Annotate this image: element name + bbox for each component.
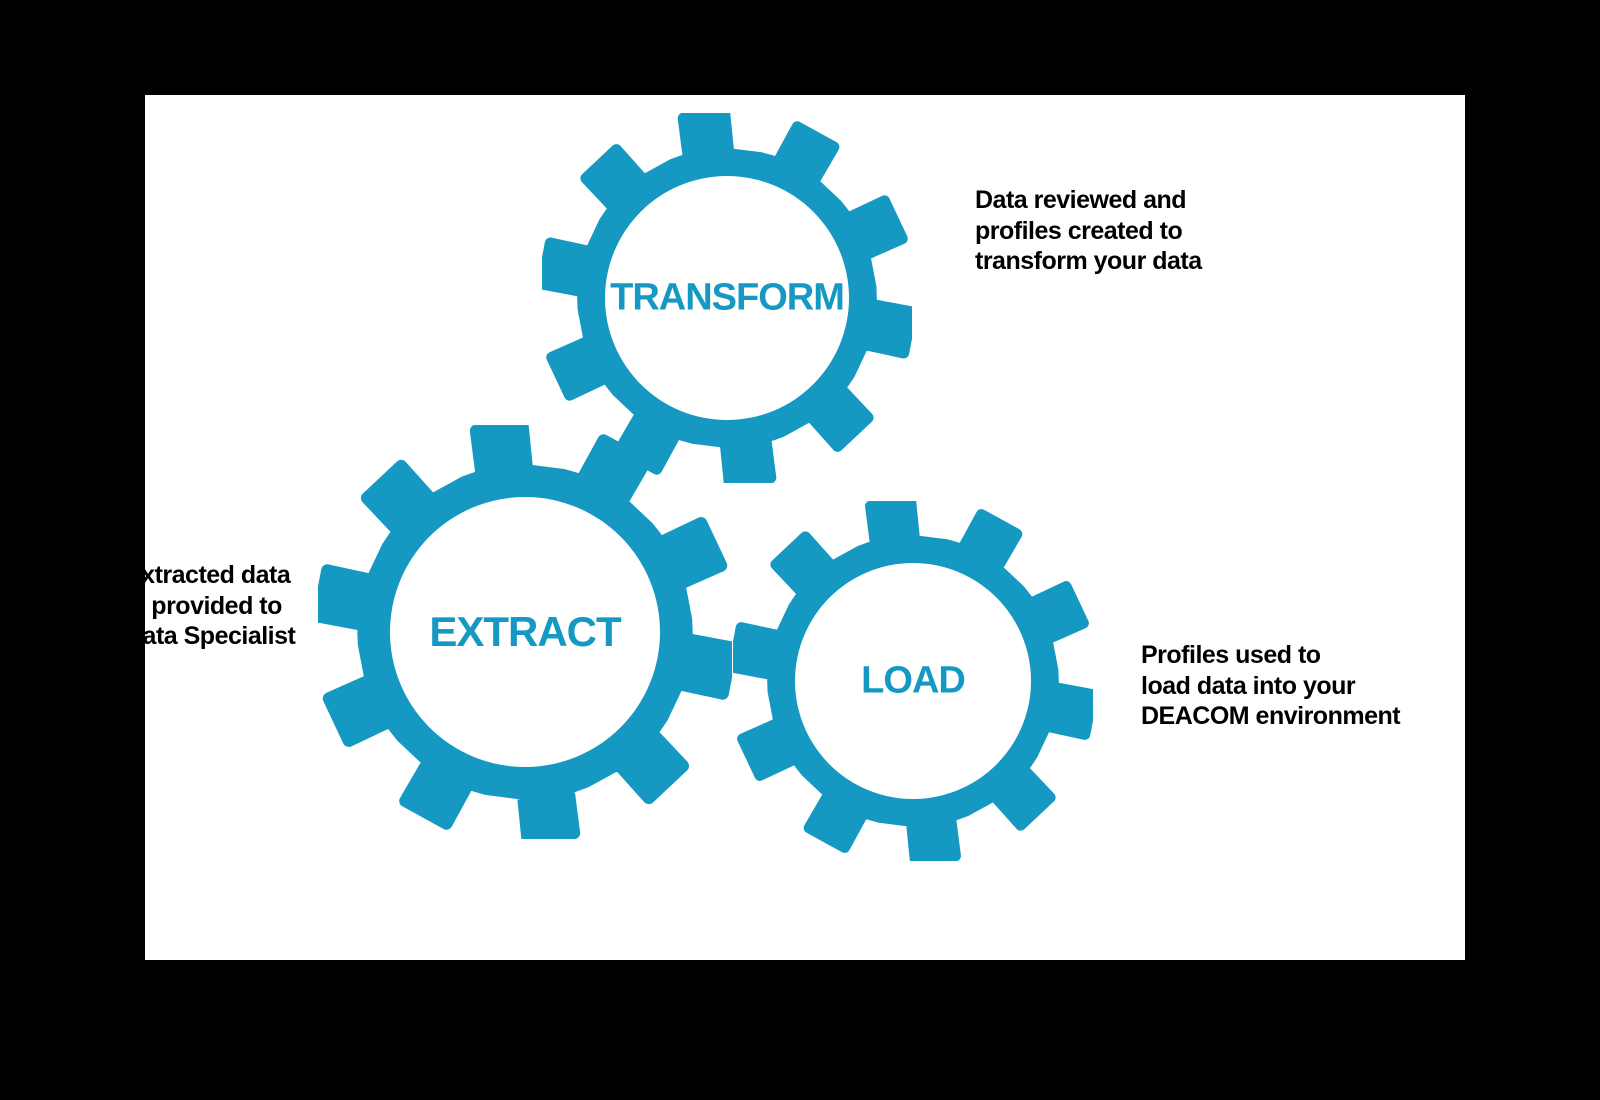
gear-load: LOAD xyxy=(733,501,1093,861)
desc-line: profiles created to xyxy=(975,216,1255,247)
desc-line: load data into your xyxy=(1141,671,1451,702)
gear-load-label: LOAD xyxy=(861,660,965,703)
desc-line: is provided to xyxy=(125,591,355,622)
desc-transform: Data reviewed and profiles created to tr… xyxy=(975,185,1255,277)
gear-extract: EXTRACT xyxy=(318,425,732,839)
desc-line: transform your data xyxy=(975,246,1255,277)
desc-extract: Extracted data is provided to Data Speci… xyxy=(125,560,355,652)
gear-extract-label: EXTRACT xyxy=(429,608,620,656)
diagram-canvas: TRANSFORM EXTRACT LOAD Data reviewed and… xyxy=(145,95,1465,960)
desc-line: Profiles used to xyxy=(1141,640,1451,671)
gear-transform-label: TRANSFORM xyxy=(610,277,844,320)
desc-line: Data Specialist xyxy=(125,621,355,652)
desc-load: Profiles used to load data into your DEA… xyxy=(1141,640,1451,732)
desc-line: Extracted data xyxy=(125,560,355,591)
desc-line: Data reviewed and xyxy=(975,185,1255,216)
desc-line: DEACOM environment xyxy=(1141,701,1451,732)
